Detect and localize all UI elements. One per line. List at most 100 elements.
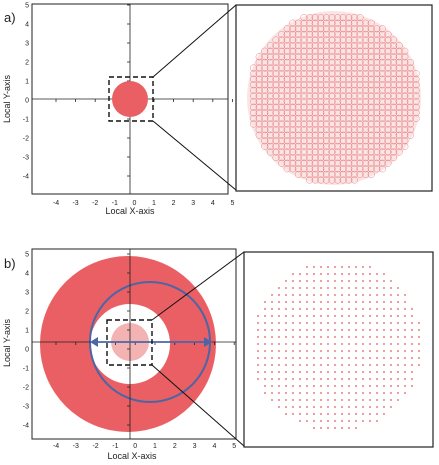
mesh-cell (283, 64, 291, 72)
mesh-cell (272, 131, 280, 139)
grid-dot (397, 322, 399, 324)
grid-dot (306, 343, 308, 345)
mesh-cell (350, 42, 358, 50)
mesh-cell (362, 131, 370, 139)
panel-b: b) -4 -3 -2 -1 0 1 2 3 4 5 5 4 3 2 1 0 -1 -2 -3 -4 Local X… (2, 248, 434, 461)
grid-dot (390, 322, 392, 324)
grid-dot (355, 280, 357, 282)
grid-dot (369, 406, 371, 408)
grid-dot (320, 280, 322, 282)
mesh-cell (406, 114, 414, 122)
panel_a-x-tick-label: 5 (230, 200, 234, 207)
mesh-cell (378, 109, 386, 117)
mesh-cell (350, 14, 358, 22)
mesh-cell (367, 98, 375, 106)
grid-dot (320, 392, 322, 394)
panel-a-zoom-line-bottom (152, 120, 237, 191)
mesh-cell (339, 131, 347, 139)
grid-dot (313, 357, 315, 359)
mesh-cell (390, 137, 398, 145)
grid-dot (355, 315, 357, 317)
panel-b-inset-dots (257, 266, 420, 429)
mesh-cell (384, 86, 392, 94)
mesh-cell (350, 19, 358, 27)
mesh-cell (278, 142, 286, 150)
grid-dot (355, 287, 357, 289)
mesh-cell (317, 154, 325, 162)
grid-dot (278, 392, 280, 394)
grid-dot (278, 301, 280, 303)
mesh-cell (283, 25, 291, 33)
panel_a-x-tick-label: -2 (92, 200, 98, 207)
grid-dot (383, 413, 385, 415)
mesh-cell (311, 170, 319, 178)
mesh-cell (322, 53, 330, 61)
mesh-cell (289, 126, 297, 134)
mesh-cell (294, 148, 302, 156)
mesh-cell (362, 19, 370, 27)
mesh-cell (412, 103, 420, 111)
grid-dot (390, 280, 392, 282)
mesh-cell (300, 137, 308, 145)
mesh-cell (311, 86, 319, 94)
mesh-cell (311, 19, 319, 27)
grid-dot (376, 392, 378, 394)
mesh-cell (373, 165, 381, 173)
mesh-cell (362, 70, 370, 78)
mesh-cell (367, 170, 375, 178)
grid-dot (404, 371, 406, 373)
grid-dot (404, 294, 406, 296)
mesh-cell (306, 165, 314, 173)
mesh-cell (378, 114, 386, 122)
mesh-cell (283, 98, 291, 106)
mesh-cell (390, 142, 398, 150)
mesh-cell (345, 114, 353, 122)
grid-dot (306, 364, 308, 366)
mesh-cell (306, 159, 314, 167)
grid-dot (348, 392, 350, 394)
grid-dot (362, 364, 364, 366)
mesh-cell (300, 148, 308, 156)
mesh-cell (373, 70, 381, 78)
grid-dot (327, 322, 329, 324)
grid-dot (383, 364, 385, 366)
mesh-cell (384, 92, 392, 100)
grid-dot (334, 322, 336, 324)
grid-dot (334, 364, 336, 366)
mesh-cell (339, 53, 347, 61)
grid-dot (383, 357, 385, 359)
panel_b-y-tick-label: -1 (23, 366, 29, 373)
grid-dot (362, 301, 364, 303)
mesh-cell (289, 165, 297, 173)
mesh-cell (272, 81, 280, 89)
mesh-cell (294, 30, 302, 38)
mesh-cell (395, 75, 403, 83)
grid-dot (334, 350, 336, 352)
mesh-cell (306, 64, 314, 72)
mesh-cell (317, 170, 325, 178)
grid-dot (313, 378, 315, 380)
mesh-cell (255, 75, 263, 83)
mesh-cell (272, 126, 280, 134)
mesh-cell (266, 70, 274, 78)
mesh-cell (339, 47, 347, 55)
mesh-cell (306, 53, 314, 61)
grid-dot (327, 315, 329, 317)
grid-dot (292, 399, 294, 401)
grid-dot (369, 399, 371, 401)
mesh-cell (311, 64, 319, 72)
mesh-cell (384, 159, 392, 167)
mesh-cell (378, 126, 386, 134)
mesh-cell (317, 14, 325, 22)
mesh-cell (266, 92, 274, 100)
mesh-cell (317, 64, 325, 72)
grid-dot (348, 329, 350, 331)
panel_a-x-tick-label: -3 (72, 200, 78, 207)
mesh-cell (334, 109, 342, 117)
mesh-cell (289, 36, 297, 44)
mesh-cell (289, 114, 297, 122)
mesh-cell (373, 126, 381, 134)
mesh-cell (356, 75, 364, 83)
mesh-cell (384, 47, 392, 55)
grid-dot (299, 406, 301, 408)
